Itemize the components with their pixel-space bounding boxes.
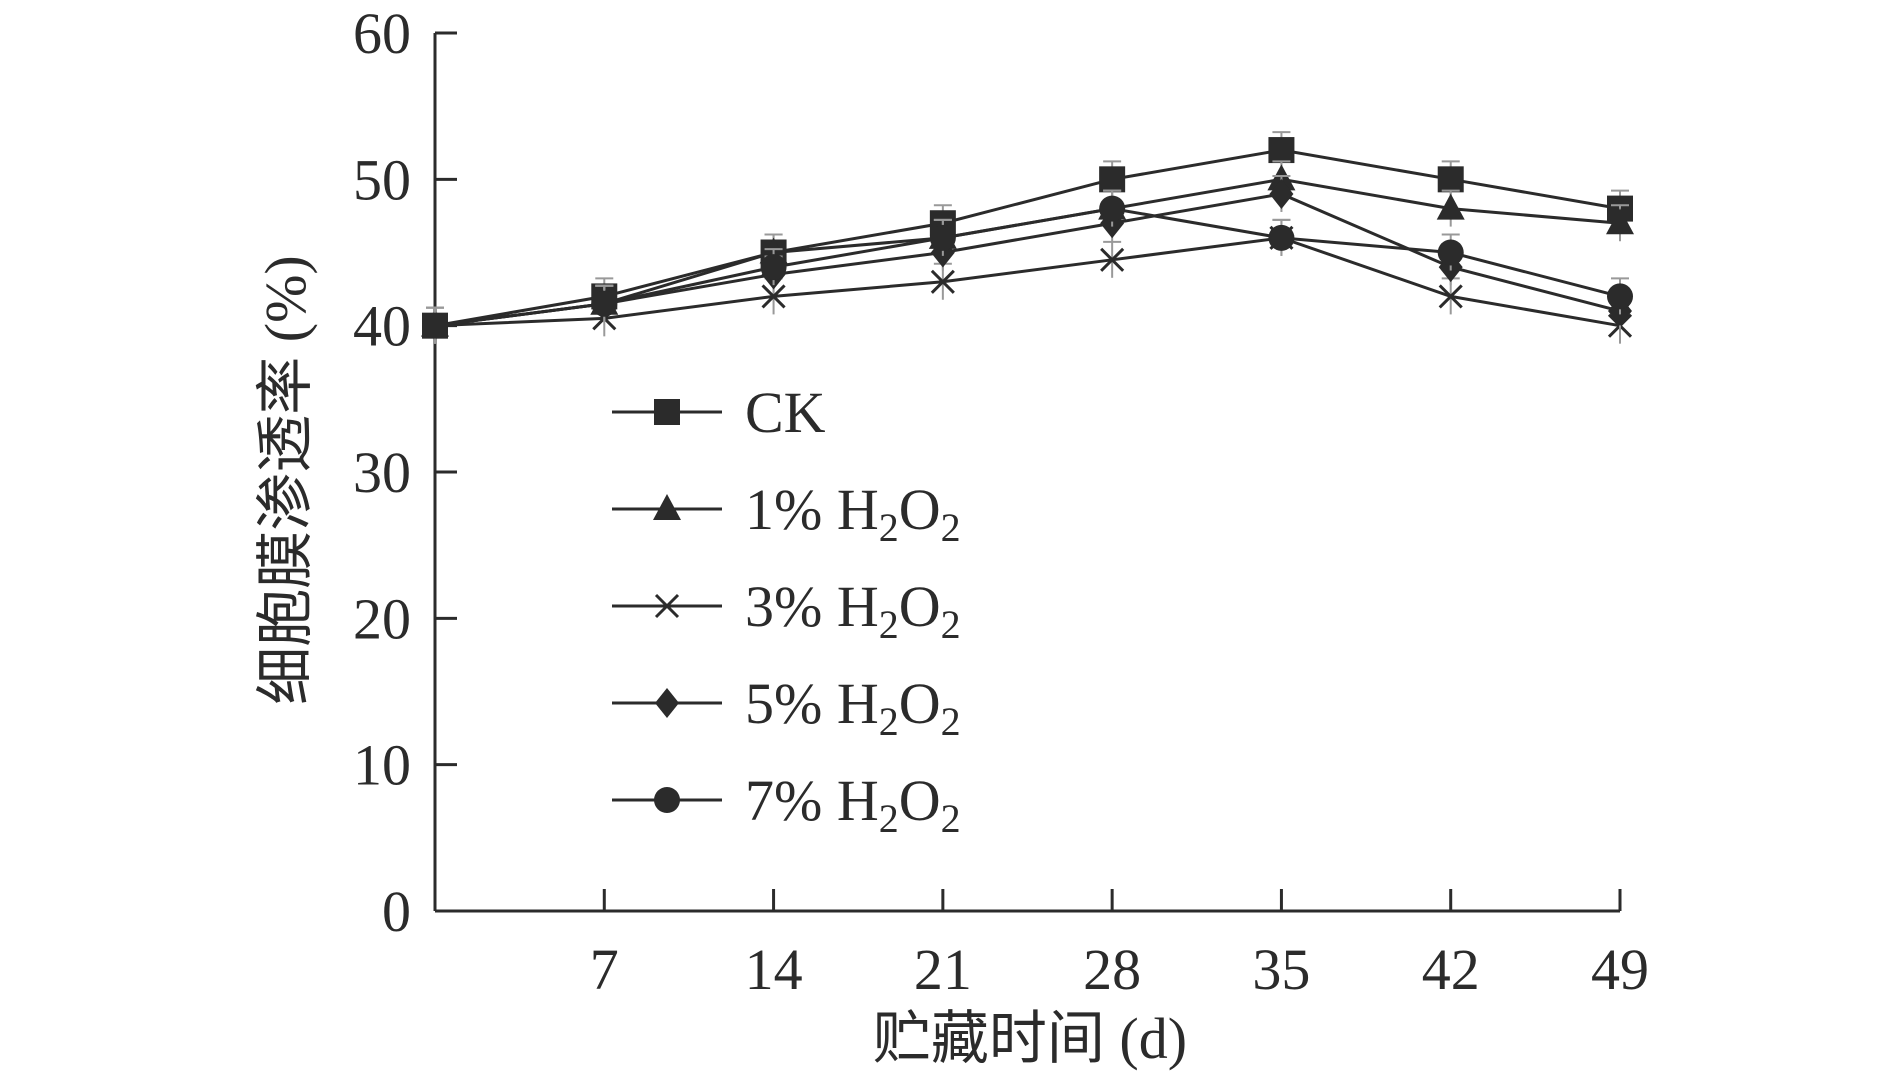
data-point (1099, 195, 1126, 222)
legend: CK 1% H2O2 3% H2O2 5% H2O2 7% H2O2 (612, 380, 961, 841)
y-tick-label: 40 (353, 294, 411, 359)
series-5 (422, 189, 1633, 344)
data-point (1437, 239, 1464, 266)
y-tick-label: 0 (382, 879, 411, 944)
data-point (1268, 137, 1295, 164)
legend-marker (653, 494, 681, 520)
legend-marker (655, 688, 679, 718)
legend-label: 7% H2O2 (745, 768, 961, 841)
series-line (434, 207, 1621, 328)
legend-label: CK (745, 380, 826, 445)
x-tick-label: 28 (1083, 937, 1141, 1002)
x-tick-label: 35 (1252, 937, 1310, 1002)
data-point (1436, 193, 1465, 220)
data-point (930, 269, 955, 294)
legend-label: 1% H2O2 (745, 477, 961, 550)
y-tick-label: 30 (353, 440, 411, 505)
y-tick-label: 20 (353, 586, 411, 651)
x-tick-label: 7 (590, 937, 619, 1002)
cross-stroke (1100, 247, 1125, 272)
axes (433, 31, 1622, 913)
data-point (1606, 208, 1634, 235)
series-line (434, 148, 1621, 328)
cross-stroke (761, 284, 786, 309)
data-point (1100, 247, 1125, 272)
x-tick-label: 21 (914, 937, 972, 1002)
data-point (1438, 284, 1463, 309)
legend-label: 3% H2O2 (745, 574, 961, 647)
legend-item-5: 7% H2O2 (612, 768, 961, 841)
legend-label: 5% H2O2 (745, 671, 961, 744)
legend-item-4: 5% H2O2 (612, 671, 961, 744)
y-tick-label: 60 (353, 1, 411, 66)
data-point (761, 284, 786, 309)
legend-item-3: 3% H2O2 (612, 574, 961, 647)
data-point (929, 224, 956, 251)
x-tick-labels: 7 14 21 28 35 42 49 (590, 937, 1649, 1002)
data-point (1099, 166, 1126, 193)
legend-marker (654, 399, 680, 425)
series-line (434, 236, 1621, 328)
data-point (1437, 166, 1464, 193)
y-axis-title: 细胞膜渗透率 (%) (253, 255, 318, 704)
data-point (591, 290, 618, 317)
data-point (1269, 178, 1294, 209)
y-tick-labels: 0 10 20 30 40 50 60 (353, 1, 411, 944)
legend-item-2: 1% H2O2 (612, 477, 961, 550)
y-tick-label: 10 (353, 733, 411, 798)
data-point (760, 254, 787, 281)
data-point (1607, 283, 1633, 310)
x-tick-label: 14 (745, 937, 803, 1002)
x-axis-title: 贮藏时间 (d) (873, 1006, 1187, 1071)
cross-stroke (1438, 284, 1463, 309)
x-tick-label: 42 (1422, 937, 1480, 1002)
x-tick-label: 49 (1591, 937, 1649, 1002)
series-group (421, 131, 1634, 344)
legend-item-1: CK (612, 380, 826, 445)
data-point (1268, 224, 1295, 251)
legend-marker (654, 787, 680, 813)
cross-stroke (654, 593, 680, 619)
y-tick-label: 50 (353, 147, 411, 212)
cross-stroke (930, 269, 955, 294)
data-point (422, 312, 448, 339)
legend-marker (654, 593, 680, 619)
